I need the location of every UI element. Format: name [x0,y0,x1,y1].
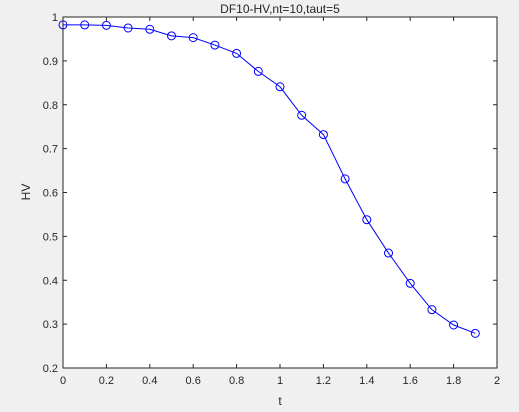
data-point-marker [253,66,263,76]
x-tick-label: 1.8 [446,375,461,387]
data-point-marker [318,130,328,140]
x-tick-label: 0 [60,375,66,387]
data-point-marker [449,320,459,330]
data-point-marker [405,278,415,288]
data-point-marker [80,20,90,30]
data-point-marker [101,20,111,30]
data-point-marker [210,40,220,50]
plot-area [63,17,497,368]
x-tick-label: 2 [494,375,500,387]
data-point-marker [232,48,242,58]
x-tick-label: 1.6 [403,375,418,387]
x-tick-label: 1.4 [359,375,374,387]
data-point-marker [297,110,307,120]
x-tick-label: 0.2 [99,375,114,387]
x-tick-label: 1 [277,375,283,387]
y-tick-label: 0.8 [43,100,58,112]
y-tick-label: 0.7 [43,144,58,156]
y-axis-label: HV [19,184,33,201]
y-axis-ticks: 0.2 0.3 0.4 0.5 0.6 0.7 0.8 0.9 1 [43,12,497,375]
y-tick-label: 0.5 [43,231,58,243]
x-tick-label: 0.6 [186,375,201,387]
data-point-marker [384,248,393,258]
data-point-marker [340,174,350,184]
x-axis-ticks: 0 0.2 0.4 0.6 0.8 1 1.2 1.4 1.6 1.8 2 [60,17,500,387]
y-tick-label: 0.2 [43,363,58,375]
x-axis-label: t [278,394,282,408]
data-point-marker [188,33,198,43]
y-tick-label: 0.9 [43,56,58,68]
chart-title: DF10-HV,nt=10,taut=5 [220,2,340,16]
axes-box [62,16,498,369]
y-tick-label: 1 [52,12,58,24]
data-point-marker [167,31,176,41]
y-tick-label: 0.4 [43,275,58,287]
y-tick-label: 0.3 [43,319,58,331]
y-tick-label: 0.6 [43,188,58,200]
data-point-marker [123,23,133,33]
x-tick-label: 0.8 [229,375,244,387]
data-point-marker [470,328,480,338]
data-point-marker [427,305,437,315]
data-point-marker [145,24,155,34]
data-point-marker [275,82,285,92]
data-point-marker [362,215,372,225]
x-tick-label: 1.2 [316,375,331,387]
x-tick-label: 0.4 [142,375,157,387]
